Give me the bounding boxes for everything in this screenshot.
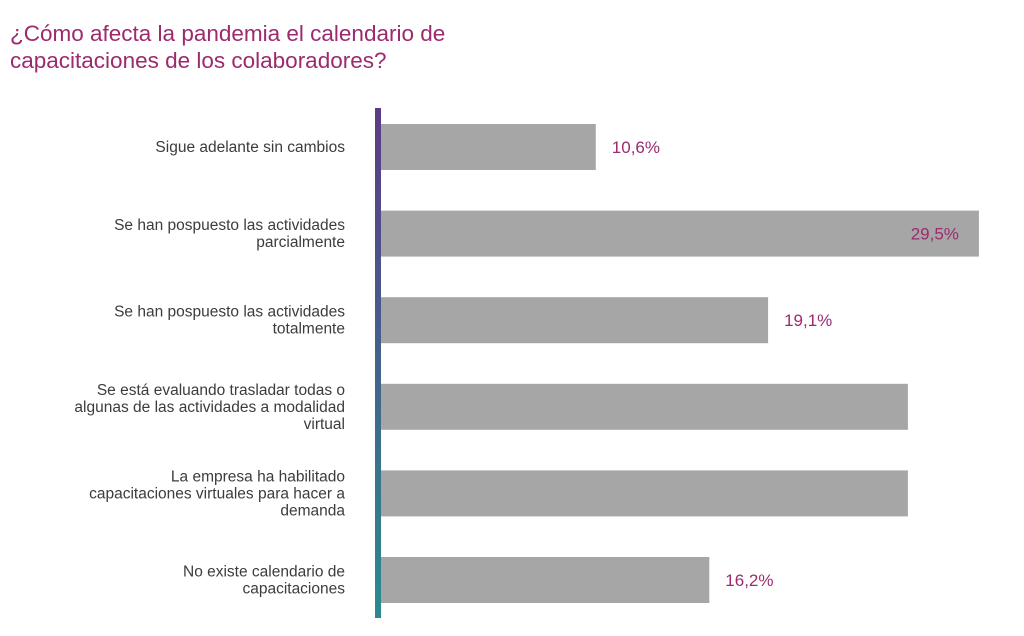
bar-1 [381, 124, 596, 170]
category-label-5-line-3: demanda [280, 502, 345, 519]
category-label-2-line-1: Se han pospuesto las actividades [114, 217, 345, 234]
category-label-5: La empresa ha habilitado capacitaciones v… [89, 468, 345, 519]
value-label-2: 29,5% [911, 225, 959, 244]
category-label-4-line-2: algunas de las actividades a modalidad [74, 399, 345, 416]
category-label-4-line-3: virtual [304, 416, 345, 433]
category-label-6-line-1: No existe calendario de [183, 564, 345, 581]
bar-6 [381, 557, 710, 603]
category-label-1-line-1: Sigue adelante sin cambios [155, 139, 345, 156]
bar-2 [381, 210, 979, 257]
bar-4 [381, 383, 908, 430]
category-label-1: Sigue adelante sin cambios [155, 139, 345, 156]
chart-title: ¿Cómo afecta la pandemia el calendario d… [10, 20, 570, 74]
category-label-5-line-1: La empresa ha habilitado [171, 468, 345, 485]
bar-3 [381, 297, 769, 344]
category-label-6: No existe calendario de capacitaciones [183, 564, 345, 598]
bar-5 [381, 470, 908, 517]
value-label-3: 19,1% [784, 311, 832, 330]
chart-title-line-1: ¿Cómo afecta la pandemia el calendario d… [10, 21, 446, 46]
category-label-4-line-1: Se está evaluando trasladar todas o [97, 382, 345, 399]
category-label-4: Se está evaluando trasladar todas o algun… [74, 382, 345, 433]
category-label-6-line-2: capacitaciones [242, 581, 345, 598]
category-label-3-line-1: Se han pospuesto las actividades [114, 304, 345, 321]
category-label-3: Se han pospuesto las actividades totalmen… [114, 304, 345, 338]
category-label-2-line-2: parcialmente [256, 234, 345, 251]
chart-title-line-2: capacitaciones de los colaboradores? [10, 48, 387, 73]
category-label-5-line-2: capacitaciones virtuales para hacer a [89, 485, 345, 502]
category-axis-line [375, 108, 381, 618]
value-label-6: 16,2% [725, 571, 773, 590]
category-label-2: Se han pospuesto las actividades parcialm… [114, 217, 345, 251]
value-label-1: 10,6% [612, 138, 660, 157]
category-label-3-line-2: totalmente [273, 321, 345, 338]
